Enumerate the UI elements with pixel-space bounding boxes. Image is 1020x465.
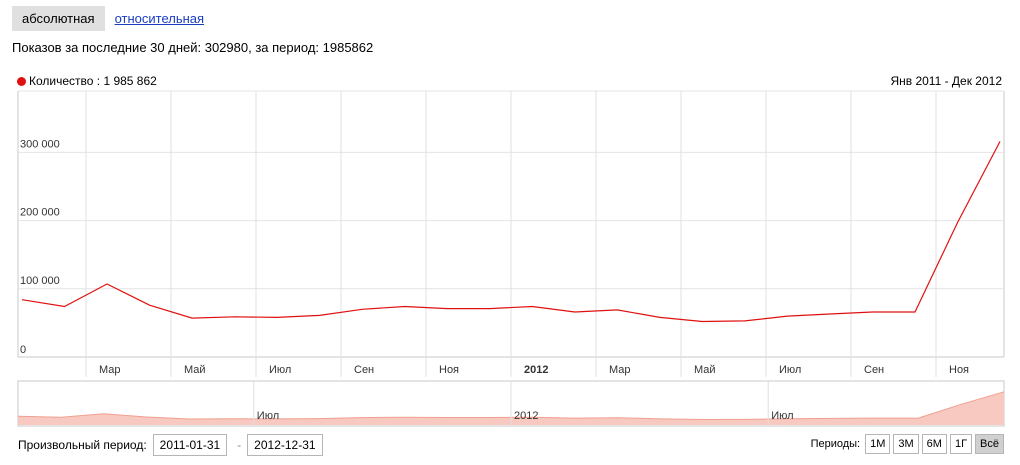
x-tick-label: Май (184, 364, 206, 376)
data-point (63, 305, 67, 309)
data-point (233, 315, 237, 319)
data-point (445, 307, 449, 311)
date-separator: - (237, 438, 242, 452)
date-to-field[interactable]: 2012-12-31 (247, 434, 323, 456)
x-tick-label: Май (694, 364, 716, 376)
data-point (275, 315, 279, 319)
y-tick-label: 0 (20, 344, 26, 356)
x-tick-label: Мар (609, 364, 631, 376)
date-range-label: Янв 2011 - Дек 2012 (890, 74, 1002, 88)
data-point (828, 312, 832, 316)
view-tabs: абсолютная относительная (12, 5, 205, 31)
x-tick-label: Ноя (949, 364, 969, 376)
data-point (360, 307, 364, 311)
navigator-label: Июл (257, 410, 279, 422)
x-tick-label: Сен (354, 364, 374, 376)
data-point (998, 139, 1002, 143)
custom-period-label: Произвольный период: (18, 438, 147, 452)
data-point (148, 303, 152, 307)
date-from-field[interactable]: 2011-01-31 (152, 434, 228, 456)
data-point (615, 308, 619, 312)
period-button-3m[interactable]: 3М (893, 434, 919, 454)
data-point (530, 305, 534, 309)
data-point (870, 310, 874, 314)
y-tick-label: 100 000 (20, 275, 60, 287)
data-point (573, 310, 577, 314)
tab-relative-link[interactable]: относительная (114, 10, 205, 26)
data-point (105, 282, 109, 286)
x-tick-label: Июл (269, 364, 291, 376)
navigator-label: Июл (771, 410, 793, 422)
data-point (955, 221, 959, 225)
y-tick-label: 300 000 (20, 138, 60, 150)
data-point (743, 319, 747, 323)
x-tick-label: 2012 (524, 364, 548, 376)
data-point (20, 298, 24, 302)
periods-label: Периоды: (810, 438, 861, 450)
data-point (318, 313, 322, 317)
data-point (700, 320, 704, 324)
chart-legend[interactable]: Количество : 1 985 862 (17, 74, 157, 88)
x-tick-label: Июл (779, 364, 801, 376)
data-point (913, 310, 917, 314)
period-button-all[interactable]: Всё (975, 434, 1004, 454)
period-button-1y[interactable]: 1Г (949, 434, 973, 454)
series-line (21, 141, 1001, 323)
navigator-label: 2012 (514, 410, 538, 422)
period-button-1m[interactable]: 1М (865, 434, 891, 454)
data-point (488, 307, 492, 311)
legend-marker (17, 76, 26, 86)
tab-absolute[interactable]: абсолютная (12, 5, 105, 31)
y-tick-label: 200 000 (20, 207, 60, 219)
x-tick-label: Мар (99, 364, 121, 376)
x-tick-label: Сен (864, 364, 884, 376)
period-button-6m[interactable]: 6М (921, 434, 947, 454)
data-point (190, 316, 194, 320)
period-selector: Периоды: 1М 3М 6М 1Г Всё (811, 434, 1004, 454)
data-point (658, 315, 662, 319)
data-point (785, 314, 789, 318)
x-tick-label: Ноя (439, 364, 459, 376)
legend-label: Количество : 1 985 862 (29, 74, 157, 88)
impressions-summary: Показов за последние 30 дней: 302980, за… (12, 40, 374, 55)
data-point (403, 305, 407, 309)
custom-period: Произвольный период: 2011-01-31 - 2012-1… (18, 434, 323, 456)
